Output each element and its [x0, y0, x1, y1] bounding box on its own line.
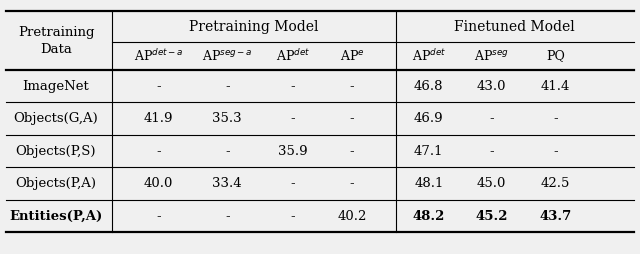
Text: -: - — [553, 145, 558, 158]
Text: -: - — [156, 80, 161, 93]
Text: 47.1: 47.1 — [414, 145, 444, 158]
Text: AP$^{e}$: AP$^{e}$ — [340, 49, 364, 63]
Text: -: - — [349, 177, 355, 190]
Text: -: - — [349, 112, 355, 125]
Text: -: - — [291, 112, 296, 125]
Text: 45.2: 45.2 — [476, 210, 508, 223]
Text: PQ: PQ — [546, 50, 565, 62]
Text: 41.4: 41.4 — [541, 80, 570, 93]
Text: Finetuned Model: Finetuned Model — [454, 20, 575, 34]
Text: 46.9: 46.9 — [414, 112, 444, 125]
Text: 45.0: 45.0 — [477, 177, 506, 190]
Text: 43.0: 43.0 — [477, 80, 506, 93]
Text: 46.8: 46.8 — [414, 80, 444, 93]
Text: Entities(P,A): Entities(P,A) — [10, 210, 102, 223]
Text: 43.7: 43.7 — [540, 210, 572, 223]
Text: -: - — [349, 145, 355, 158]
Text: 41.9: 41.9 — [144, 112, 173, 125]
Text: AP$^{det}$: AP$^{det}$ — [276, 48, 310, 64]
Text: -: - — [291, 177, 296, 190]
Text: -: - — [489, 145, 494, 158]
Text: Objects(G,A): Objects(G,A) — [13, 112, 99, 125]
Text: 48.1: 48.1 — [414, 177, 444, 190]
Text: -: - — [553, 112, 558, 125]
Text: -: - — [349, 80, 355, 93]
Text: -: - — [225, 80, 230, 93]
Text: 42.5: 42.5 — [541, 177, 570, 190]
Text: -: - — [225, 145, 230, 158]
Text: 40.2: 40.2 — [337, 210, 367, 223]
Text: -: - — [156, 145, 161, 158]
Text: Pretraining
Data: Pretraining Data — [18, 26, 94, 56]
Text: AP$^{det-a}$: AP$^{det-a}$ — [134, 48, 184, 64]
Text: Objects(P,A): Objects(P,A) — [15, 177, 97, 190]
Text: 35.3: 35.3 — [212, 112, 242, 125]
Text: ImageNet: ImageNet — [22, 80, 90, 93]
Text: -: - — [489, 112, 494, 125]
Text: AP$^{det}$: AP$^{det}$ — [412, 48, 446, 64]
Text: -: - — [156, 210, 161, 223]
Text: 33.4: 33.4 — [212, 177, 242, 190]
Text: -: - — [291, 210, 296, 223]
Text: 48.2: 48.2 — [413, 210, 445, 223]
Text: 35.9: 35.9 — [278, 145, 308, 158]
Text: -: - — [291, 80, 296, 93]
Text: Objects(P,S): Objects(P,S) — [16, 145, 96, 158]
Text: AP$^{seg}$: AP$^{seg}$ — [474, 49, 509, 63]
Text: -: - — [225, 210, 230, 223]
Text: AP$^{seg-a}$: AP$^{seg-a}$ — [202, 49, 253, 63]
Text: 40.0: 40.0 — [144, 177, 173, 190]
Text: Pretraining Model: Pretraining Model — [189, 20, 319, 34]
